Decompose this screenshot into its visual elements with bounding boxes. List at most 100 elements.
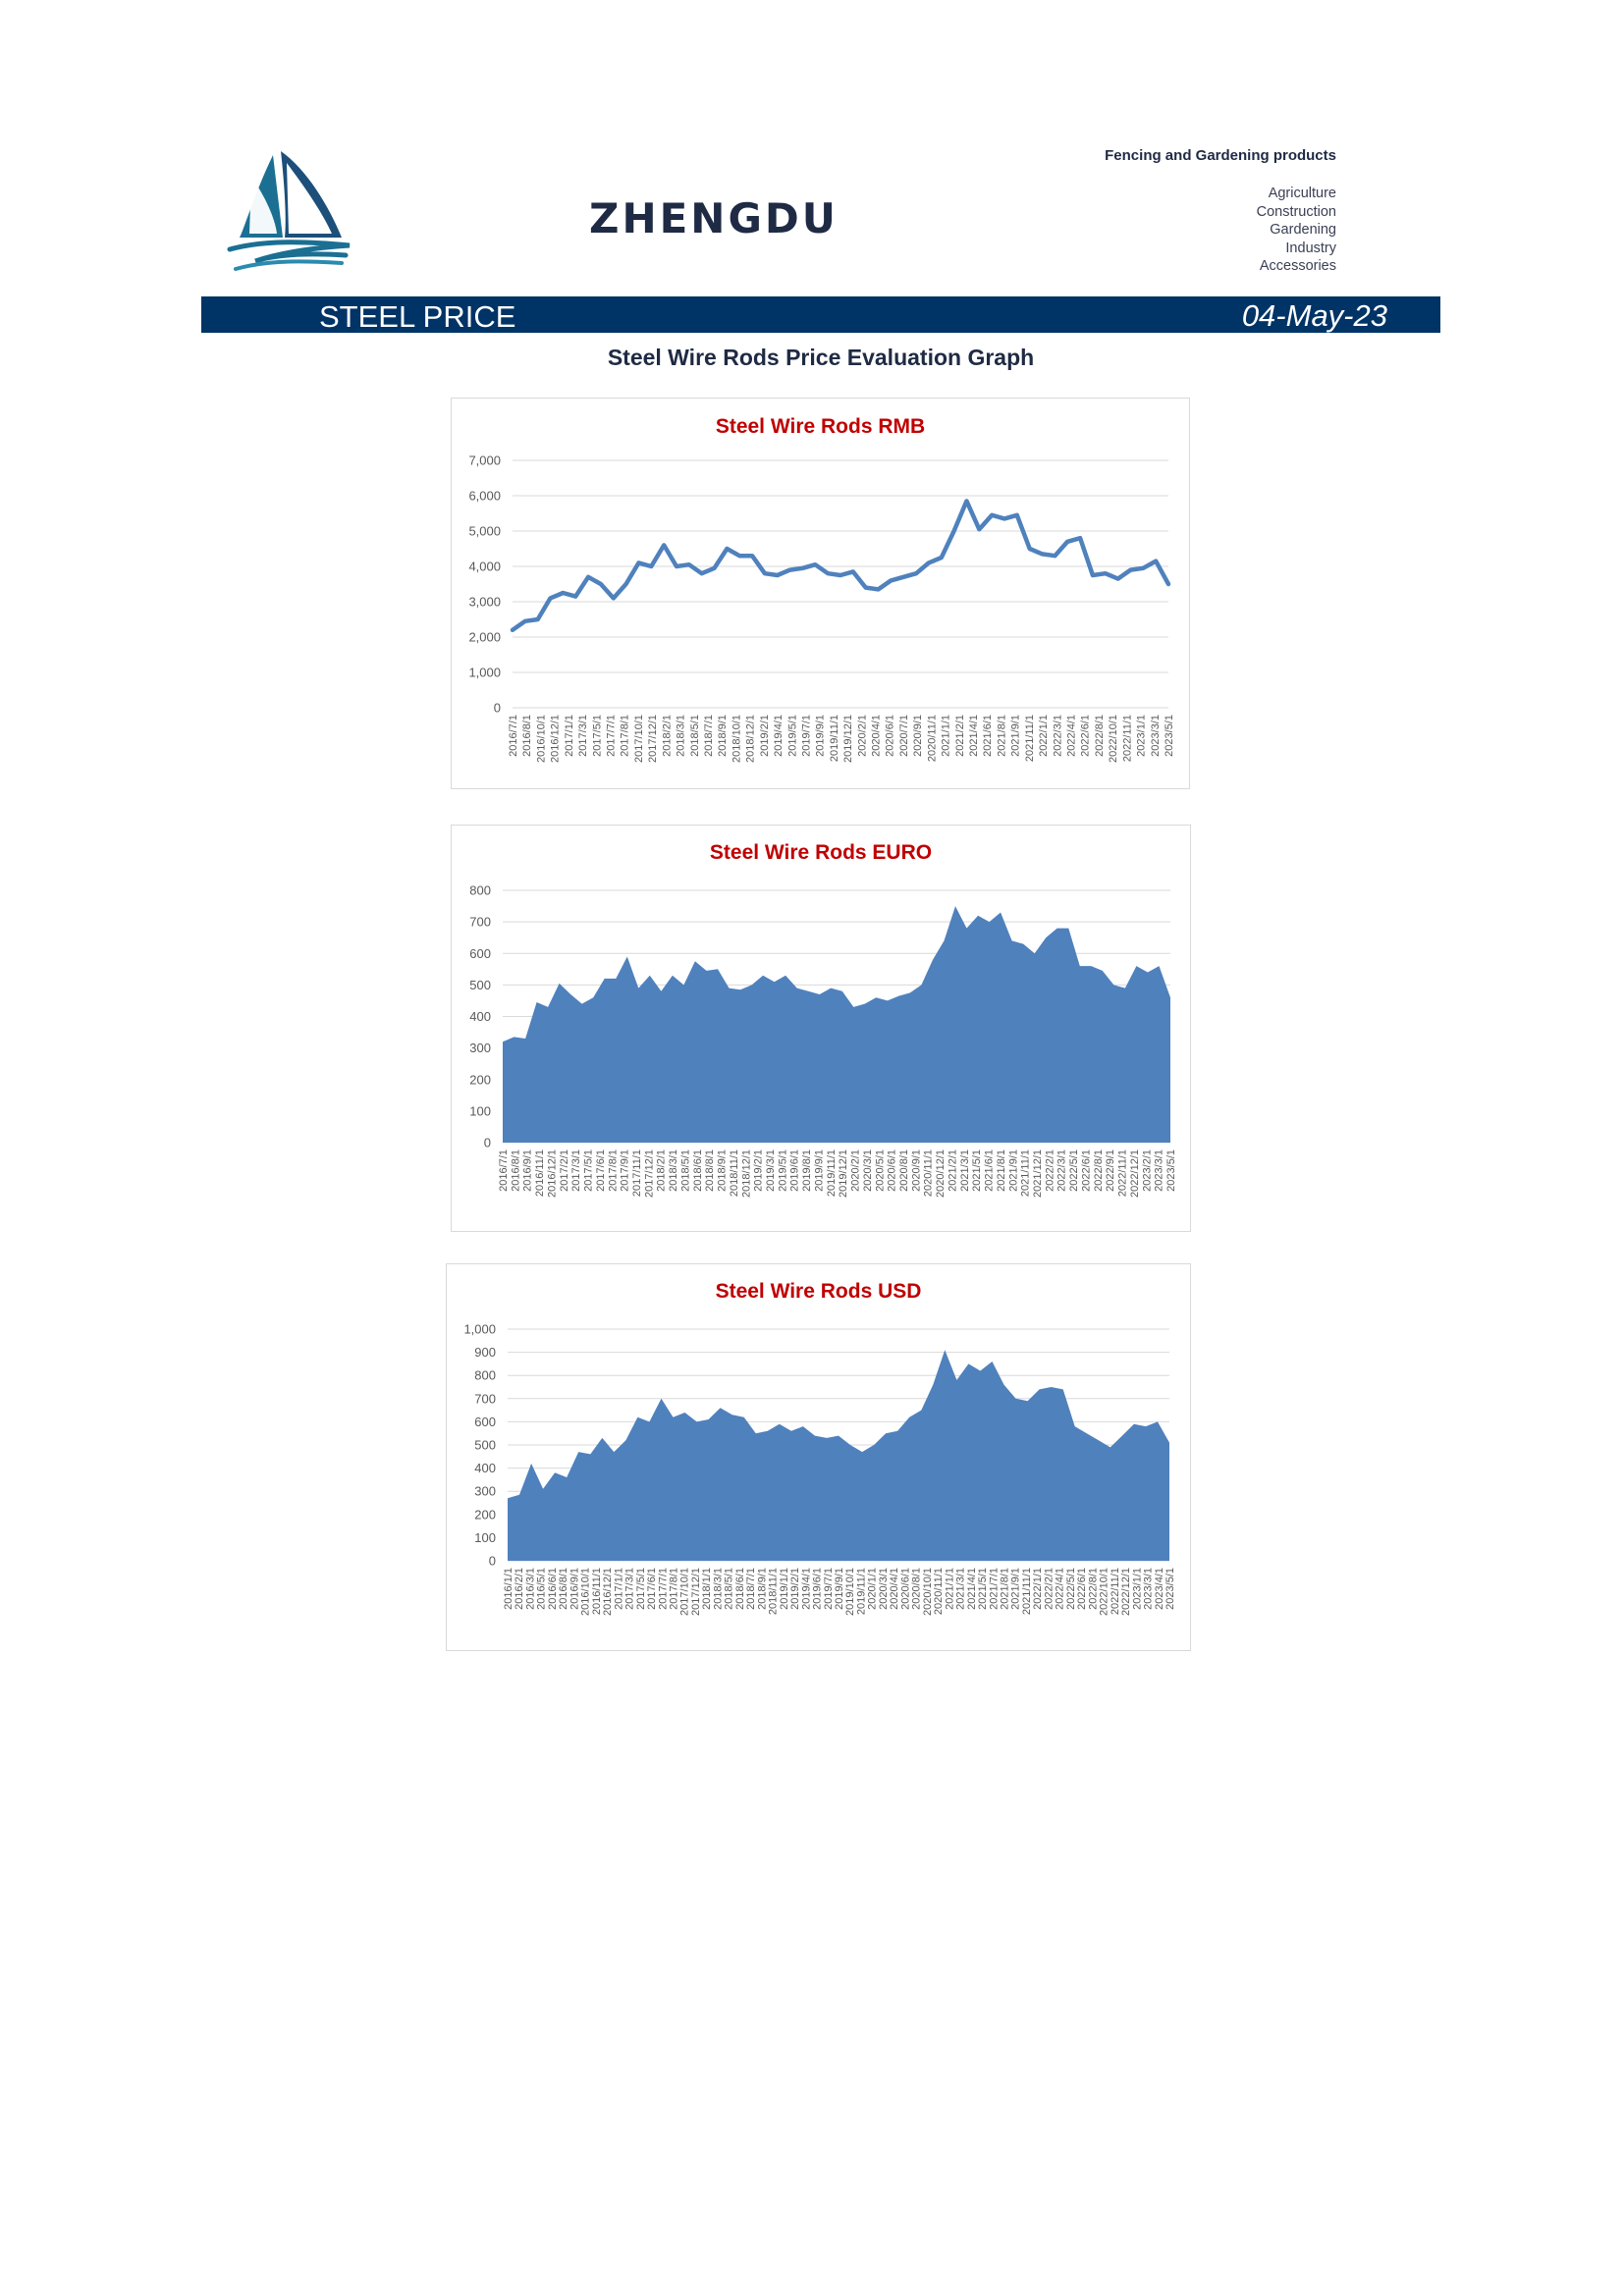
x-tick-label: 2019/12/1	[842, 715, 854, 763]
x-tick-label: 2017/12/1	[643, 1149, 655, 1198]
x-tick-label: 2018/3/1	[676, 715, 687, 757]
x-tick-label: 2017/12/1	[647, 715, 659, 763]
x-tick-label: 2023/5/1	[1165, 1149, 1177, 1192]
x-tick-label: 2020/10/1	[922, 1568, 934, 1616]
x-tick-label: 2019/12/1	[838, 1149, 849, 1198]
x-tick-label: 2017/6/1	[595, 1149, 607, 1192]
x-tick-label: 2018/7/1	[703, 715, 715, 757]
category-item: Accessories	[1259, 258, 1336, 274]
x-tick-label: 2018/2/1	[661, 715, 673, 757]
x-tick-label: 2021/9/1	[1010, 715, 1022, 757]
y-tick-label: 100	[469, 1103, 491, 1118]
x-tick-label: 2018/9/1	[717, 1149, 729, 1192]
x-tick-label: 2017/5/1	[591, 715, 603, 757]
x-tick-label: 2019/10/1	[844, 1568, 856, 1616]
x-tick-label: 2018/11/1	[768, 1568, 780, 1615]
chart-title: Steel Wire Rods USD	[716, 1280, 922, 1303]
x-tick-label: 2016/11/1	[591, 1568, 603, 1615]
x-tick-label: 2020/11/1	[926, 715, 938, 762]
y-tick-label: 7,000	[468, 454, 501, 468]
x-tick-label: 2016/6/1	[547, 1568, 559, 1610]
x-tick-label: 2017/12/1	[690, 1568, 702, 1616]
y-tick-label: 0	[484, 1136, 491, 1150]
x-tick-label: 2019/9/1	[815, 715, 827, 757]
x-tick-label: 2019/5/1	[777, 1149, 788, 1192]
brand-name: ZHENGDU	[589, 194, 839, 242]
x-tick-label: 2019/1/1	[779, 1568, 790, 1610]
x-tick-label: 2023/1/1	[1131, 1568, 1143, 1610]
x-tick-label: 2020/2/1	[850, 1149, 862, 1192]
x-tick-label: 2023/3/1	[1150, 715, 1162, 757]
x-tick-label: 2020/11/1	[923, 1149, 935, 1197]
y-tick-label: 1,000	[463, 1322, 496, 1337]
x-tick-label: 2022/12/1	[1120, 1568, 1132, 1616]
x-tick-label: 2021/1/1	[944, 1568, 955, 1610]
x-tick-label: 2020/4/1	[871, 715, 883, 757]
x-tick-label: 2018/5/1	[724, 1568, 735, 1610]
x-tick-label: 2020/6/1	[885, 715, 896, 757]
x-tick-label: 2017/3/1	[624, 1568, 636, 1610]
x-tick-label: 2022/4/1	[1066, 715, 1078, 757]
x-tick-label: 2019/3/1	[765, 1149, 777, 1192]
x-tick-label: 2021/11/1	[1020, 1149, 1032, 1197]
x-tick-label: 2019/2/1	[759, 715, 771, 757]
x-tick-label: 2020/2/1	[856, 715, 868, 757]
x-tick-label: 2018/2/1	[656, 1149, 668, 1192]
category-item: Construction	[1256, 203, 1336, 220]
y-tick-label: 800	[469, 883, 491, 898]
x-tick-label: 2016/9/1	[522, 1149, 534, 1192]
y-tick-label: 400	[469, 1009, 491, 1024]
y-tick-label: 500	[474, 1438, 496, 1453]
x-tick-label: 2021/8/1	[996, 1149, 1007, 1192]
x-tick-label: 2022/2/1	[1044, 1149, 1056, 1192]
x-tick-label: 2016/2/1	[514, 1568, 525, 1610]
x-tick-label: 2020/5/1	[874, 1149, 886, 1192]
x-tick-label: 2021/4/1	[968, 715, 980, 757]
x-tick-label: 2023/5/1	[1164, 715, 1175, 757]
x-tick-label: 2019/5/1	[786, 715, 798, 757]
x-tick-label: 2018/9/1	[717, 715, 729, 757]
y-tick-label: 0	[489, 1554, 496, 1569]
x-tick-label: 2017/8/1	[620, 715, 631, 757]
x-tick-label: 2022/9/1	[1105, 1149, 1116, 1192]
x-tick-label: 2019/2/1	[753, 1149, 765, 1192]
x-tick-label: 2018/7/1	[745, 1568, 757, 1610]
chart-title: Steel Wire Rods RMB	[716, 415, 925, 438]
x-tick-label: 2023/5/1	[1164, 1568, 1176, 1610]
x-tick-label: 2020/3/1	[862, 1149, 874, 1192]
chart-rmb: Steel Wire Rods RMB 0 1,000 2,000 3,000 4,000…	[451, 398, 1190, 789]
x-tick-label: 2022/10/1	[1108, 715, 1119, 763]
x-tick-label: 2023/2/1	[1141, 1149, 1153, 1192]
x-tick-label: 2021/11/1	[1021, 1568, 1033, 1615]
x-tick-label: 2019/11/1	[829, 715, 840, 762]
x-tick-label: 2017/2/1	[559, 1149, 570, 1192]
x-tick-label: 2023/4/1	[1154, 1568, 1165, 1610]
x-tick-label: 2021/7/1	[988, 1568, 1000, 1610]
x-tick-label: 2017/5/1	[635, 1568, 647, 1610]
steel-price-banner: STEEL PRICE 04-May-23	[201, 296, 1440, 334]
x-tick-label: 2016/10/1	[535, 715, 547, 763]
tagline: Fencing and Gardening products	[1105, 147, 1336, 164]
x-tick-label: 2016/7/1	[508, 715, 519, 757]
x-tick-label: 2016/8/1	[521, 715, 533, 757]
x-tick-label: 2019/7/1	[823, 1568, 835, 1610]
x-tick-label: 2018/5/1	[679, 1149, 691, 1192]
x-tick-label: 2018/6/1	[734, 1568, 746, 1610]
x-tick-label: 2018/1/1	[701, 1568, 713, 1610]
series-area	[503, 906, 1170, 1143]
x-tick-label: 2021/11/1	[1024, 715, 1036, 762]
x-tick-label: 2019/6/1	[789, 1149, 801, 1192]
y-tick-label: 200	[469, 1072, 491, 1087]
x-tick-label: 2021/4/1	[966, 1568, 978, 1610]
x-tick-label: 2022/8/1	[1094, 715, 1106, 757]
series-line	[510, 499, 1171, 633]
x-tick-label: 2017/5/1	[583, 1149, 595, 1192]
x-tick-label: 2022/5/1	[1065, 1568, 1077, 1610]
x-tick-label: 2021/8/1	[1000, 1568, 1011, 1610]
x-tick-label: 2022/10/1	[1099, 1568, 1110, 1616]
x-tick-label: 2020/9/1	[910, 1149, 922, 1192]
x-tick-label: 2016/1/1	[503, 1568, 514, 1610]
x-tick-label: 2021/6/1	[982, 715, 994, 757]
y-tick-label: 6,000	[468, 489, 501, 504]
x-tick-label: 2017/10/1	[679, 1568, 691, 1616]
